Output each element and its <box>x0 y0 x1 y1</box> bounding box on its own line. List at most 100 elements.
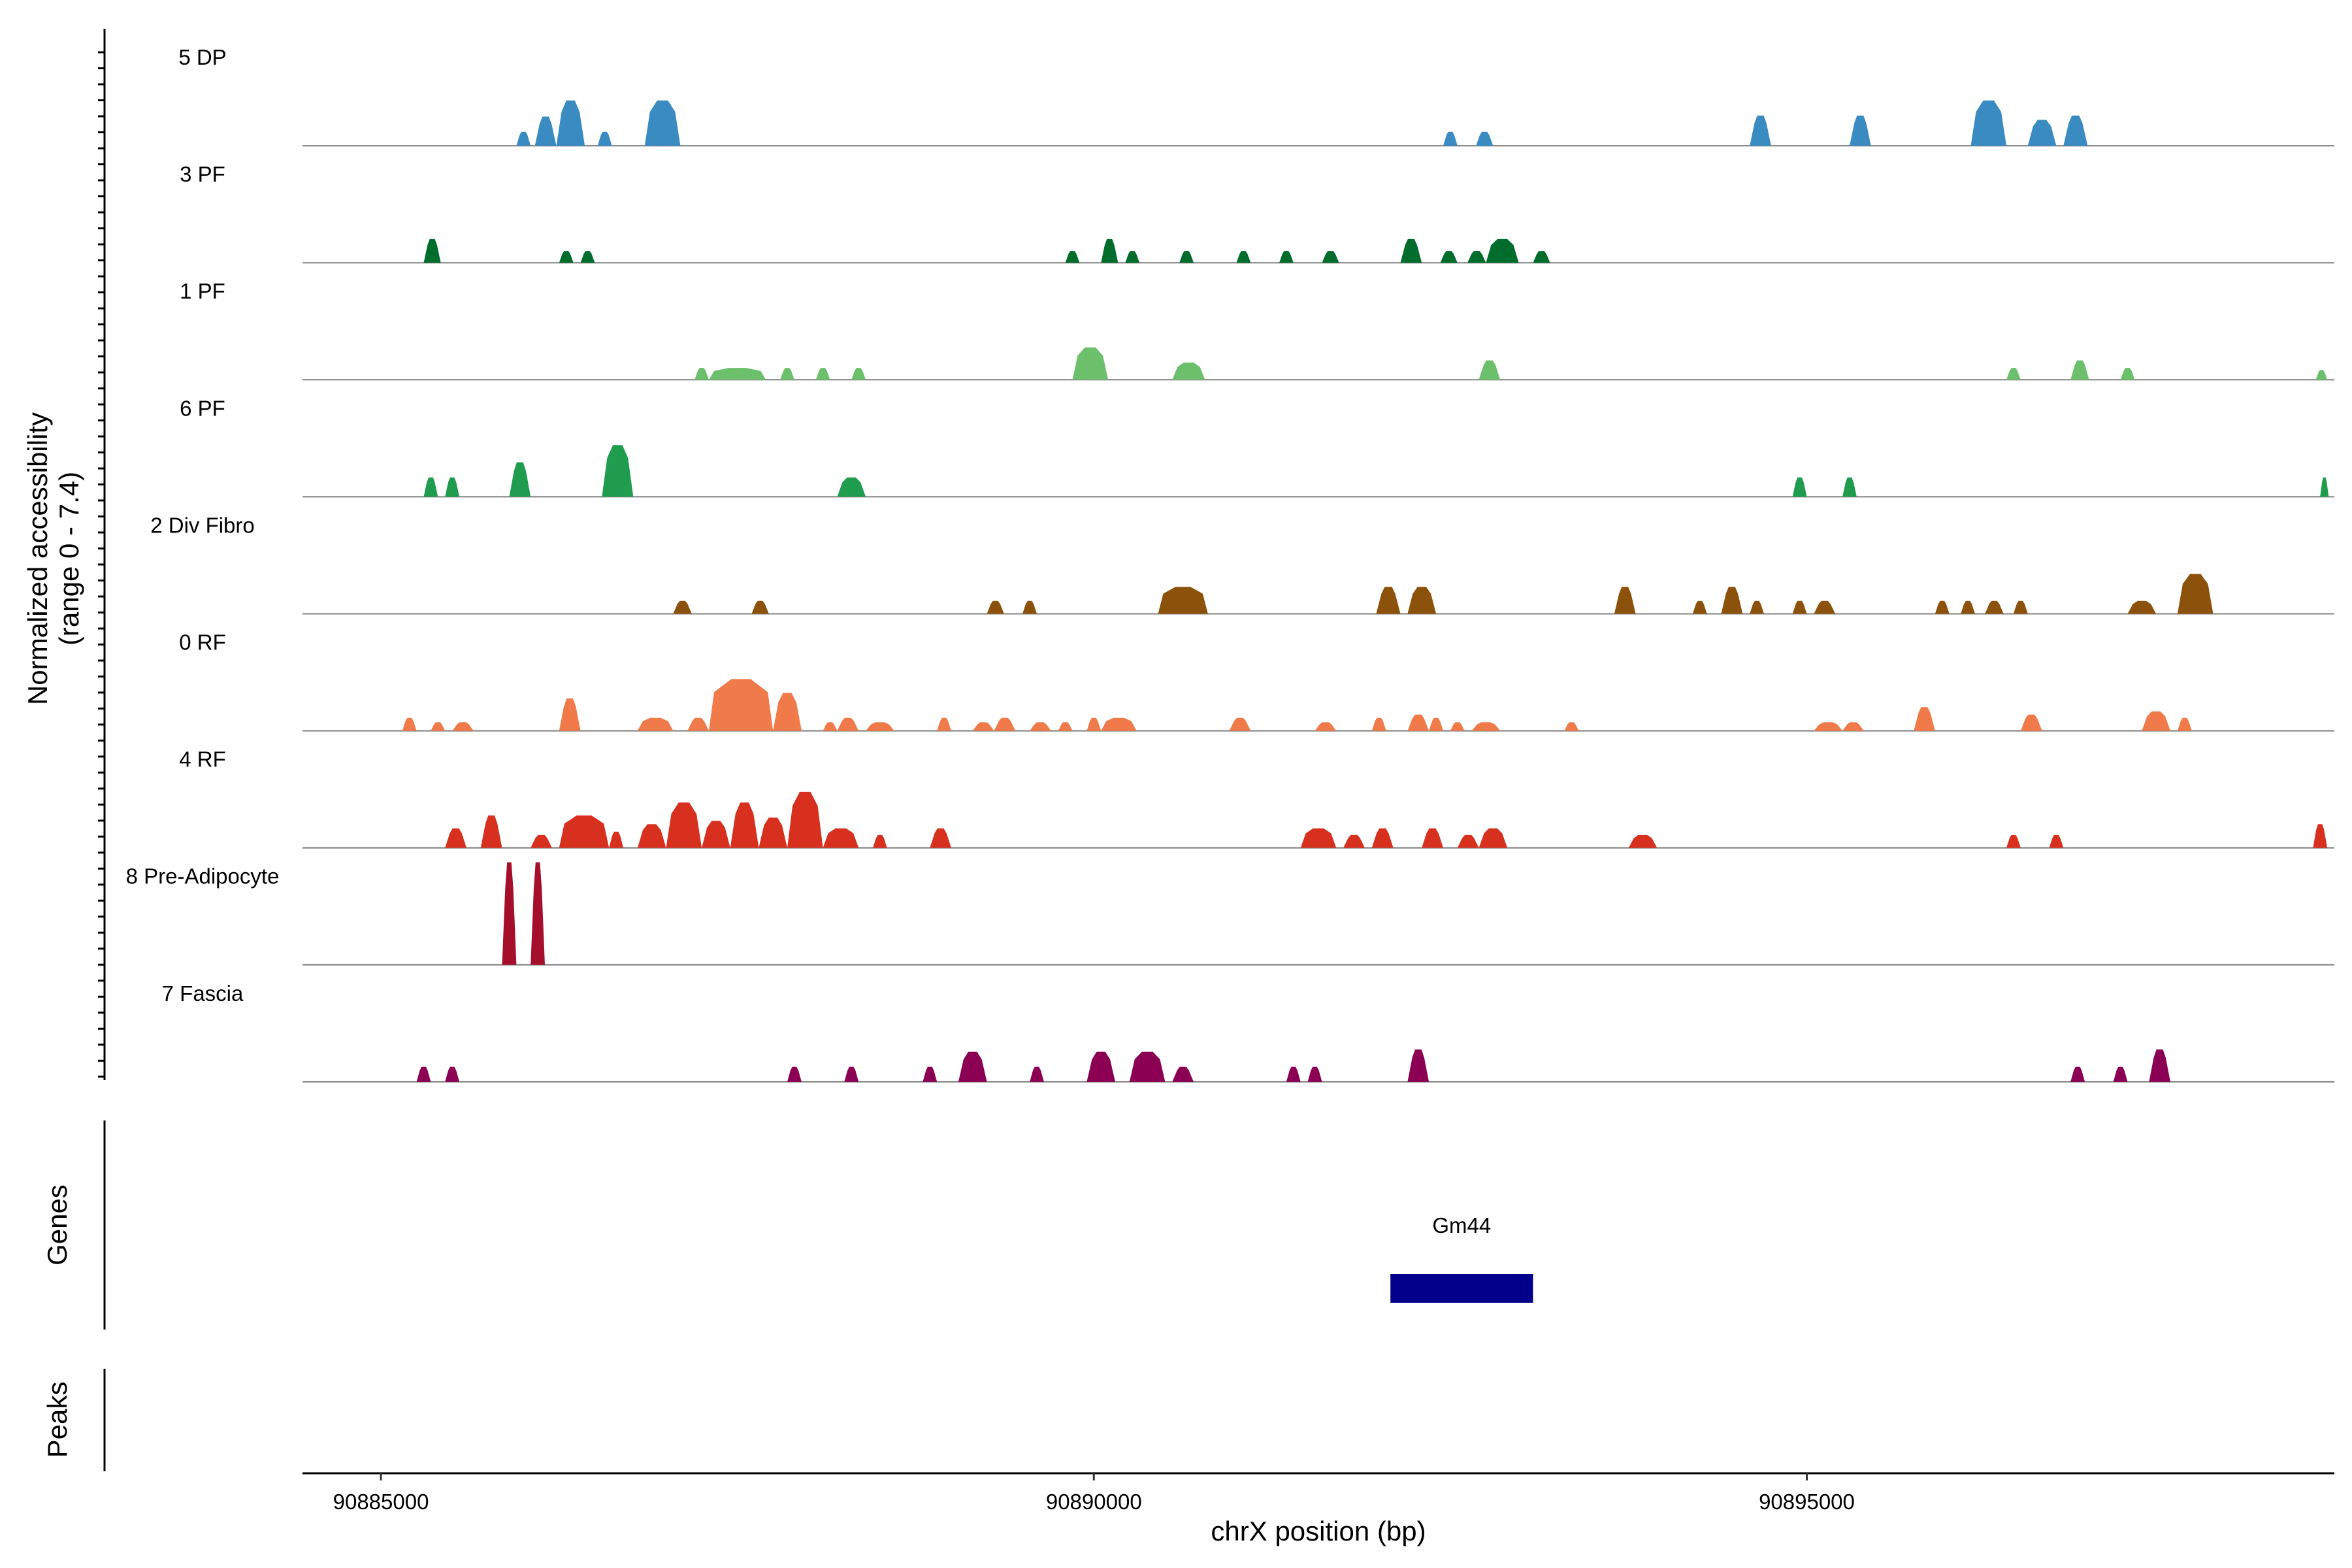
coverage-peak <box>1172 362 1205 380</box>
coverage-peak <box>1407 1049 1429 1082</box>
coverage-peak <box>531 834 552 848</box>
coverage-peak <box>637 824 666 848</box>
coverage-peak <box>1065 251 1080 263</box>
coverage-peak <box>1125 251 1140 263</box>
coverage-peak <box>1371 828 1394 848</box>
coverage-peak <box>597 131 612 146</box>
track-5-dp: 5 DP <box>178 45 2334 147</box>
coverage-peak <box>1478 828 1508 848</box>
coverage-peak <box>1961 600 1975 614</box>
y-axis-title-line1: Normalized accessibility <box>22 412 53 705</box>
track-8-pre-adipocyte: 8 Pre-Adipocyte <box>126 862 2334 966</box>
coverage-peak <box>1376 587 1401 614</box>
coverage-peak <box>1172 1066 1194 1082</box>
coverage-peak <box>1343 834 1365 848</box>
genes-track-label: Genes <box>42 1184 73 1266</box>
coverage-peak <box>1467 251 1486 263</box>
coverage-peak <box>1935 600 1950 614</box>
coverage-peak <box>709 679 774 731</box>
coverage-peak <box>1086 717 1102 731</box>
coverage-peak <box>2177 717 2192 731</box>
coverage-peak <box>509 462 531 497</box>
coverage-peak <box>1850 115 1871 146</box>
coverage-peak <box>637 717 674 731</box>
coverage-peak <box>602 445 634 497</box>
coverage-peak <box>823 828 859 848</box>
coverage-peak <box>1179 251 1194 263</box>
coverage-peak <box>480 815 502 848</box>
coverage-peak <box>673 600 692 614</box>
coverage-peak <box>702 821 730 848</box>
track-label: 8 Pre-Adipocyte <box>126 864 280 889</box>
peaks-track-label: Peaks <box>42 1382 73 1458</box>
coverage-peak <box>2020 714 2042 731</box>
coverage-peak <box>1985 600 2004 614</box>
track-6-pf: 6 PF <box>180 396 2334 498</box>
track-label: 3 PF <box>180 162 225 186</box>
coverage-peak <box>994 717 1016 731</box>
coverage-peak <box>1457 834 1479 848</box>
coverage-peak <box>2177 574 2213 614</box>
coverage-peak <box>709 368 766 380</box>
coverage-peak <box>559 815 610 848</box>
coverage-peak <box>1072 347 1109 380</box>
coverage-peak <box>2120 368 2135 380</box>
track-label: 5 DP <box>178 45 226 69</box>
track-2-div-fibro: 2 Div Fibro <box>150 513 2334 615</box>
coverage-peak <box>1478 360 1501 380</box>
coverage-peak <box>866 722 894 731</box>
coverage-peak <box>1440 251 1458 263</box>
coverage-peak <box>2315 370 2328 380</box>
coverage-peak <box>687 717 709 731</box>
coverage-peak <box>1279 251 1294 263</box>
coverage-tracks: 5 DP 3 PF 1 PF 6 PF 2 Div Fibro 0 RF 4 RF 8 Pre… <box>126 45 2334 1083</box>
coverage-peak <box>2149 1049 2170 1082</box>
coverage-peak <box>2070 360 2089 380</box>
coverage-peak <box>1970 100 2006 146</box>
coverage-peak <box>1101 238 1119 263</box>
track-label: 6 PF <box>180 396 225 420</box>
coverage-peak <box>666 802 702 848</box>
coverage-peak <box>2320 477 2329 497</box>
coverage-peak <box>402 717 417 731</box>
coverage-peak <box>1322 251 1339 263</box>
coverage-peak <box>1476 131 1494 146</box>
coverage-y-axis-ticks <box>98 51 105 1078</box>
gene-body-gm44 <box>1390 1274 1533 1303</box>
coverage-peak <box>1422 828 1443 848</box>
coverage-peak <box>609 832 624 848</box>
coverage-peak <box>2142 711 2170 731</box>
coverage-peak <box>923 1066 938 1082</box>
coverage-peak <box>1628 834 1658 848</box>
coverage-peak <box>502 862 517 965</box>
x-tick-label: 90895000 <box>1759 1490 1855 1514</box>
track-3-pf: 3 PF <box>180 162 2334 264</box>
coverage-peak <box>2027 120 2057 146</box>
coverage-peak <box>1307 1066 1322 1082</box>
coverage-peak <box>2063 115 2088 146</box>
coverage-peak <box>1750 115 1771 146</box>
coverage-peak <box>1721 587 1743 614</box>
coverage-peak <box>1129 1051 1166 1082</box>
coverage-peak <box>1300 828 1337 848</box>
coverage-peak <box>873 834 887 848</box>
coverage-peak <box>1486 238 1519 263</box>
coverage-peak <box>2313 824 2328 848</box>
track-0-rf: 0 RF <box>179 630 2334 732</box>
coverage-peak <box>987 600 1004 614</box>
track-4-rf: 4 RF <box>179 747 2334 849</box>
coverage-peak <box>445 1066 460 1082</box>
coverage-peak <box>780 368 794 380</box>
coverage-peak <box>559 251 574 263</box>
track-label: 1 PF <box>180 279 225 303</box>
y-axis-title-line2: (range 0 - 7.4) <box>54 472 84 645</box>
track-label: 0 RF <box>179 630 226 655</box>
coverage-peak <box>1792 477 1807 497</box>
coverage-peak <box>1315 722 1337 731</box>
coverage-peak <box>730 802 759 848</box>
coverage-peak <box>1429 717 1443 731</box>
coverage-peak <box>1407 587 1437 614</box>
coverage-peak <box>2006 368 2021 380</box>
coverage-peak <box>787 791 823 848</box>
